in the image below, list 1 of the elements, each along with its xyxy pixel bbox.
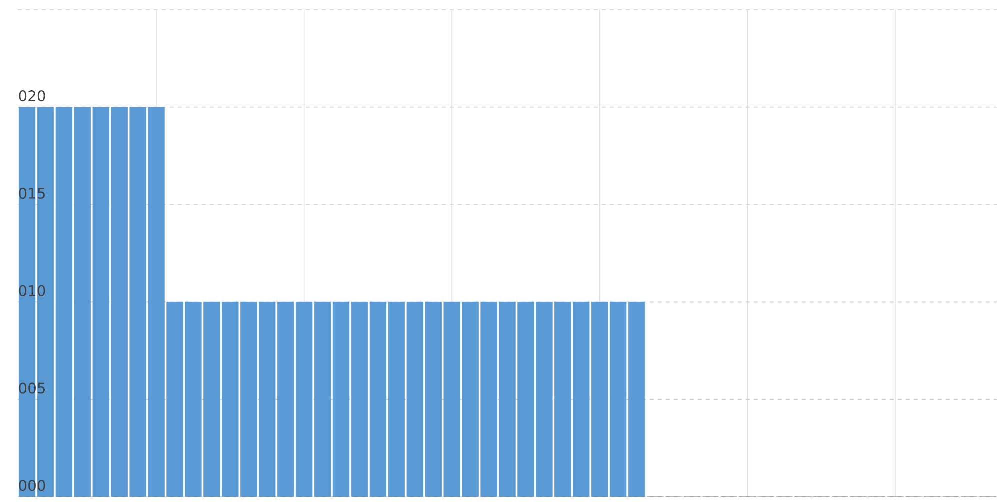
y-tick-label: 020 (19, 90, 46, 102)
